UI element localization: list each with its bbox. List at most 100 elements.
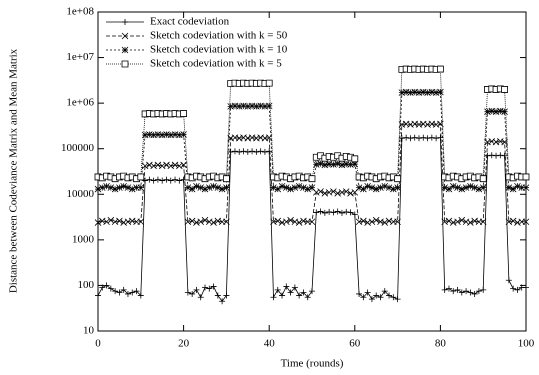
marker	[291, 184, 299, 191]
marker	[394, 184, 401, 191]
marker	[308, 175, 316, 183]
plot-frame	[97, 11, 527, 332]
marker	[291, 284, 298, 291]
marker	[390, 294, 397, 301]
marker	[402, 88, 410, 96]
marker	[518, 184, 526, 191]
marker	[146, 131, 153, 138]
marker	[403, 134, 410, 141]
marker	[522, 218, 530, 226]
marker	[227, 103, 234, 110]
marker	[312, 161, 320, 168]
marker	[103, 282, 110, 289]
marker	[424, 89, 431, 96]
x-axis-label: Time (rounds)	[281, 358, 344, 370]
marker	[462, 184, 470, 191]
marker	[240, 102, 247, 110]
marker	[283, 218, 290, 226]
marker	[347, 161, 354, 168]
marker	[377, 294, 384, 301]
marker	[103, 182, 110, 190]
marker	[501, 138, 508, 146]
marker	[368, 296, 375, 303]
x-tick-label: 0	[95, 338, 101, 350]
marker	[120, 219, 127, 226]
marker	[343, 208, 350, 215]
marker	[321, 161, 329, 169]
marker	[325, 189, 333, 196]
marker	[274, 185, 282, 193]
series-line	[97, 137, 526, 302]
marker	[176, 131, 183, 139]
marker	[398, 135, 405, 142]
marker	[287, 289, 294, 296]
marker	[407, 89, 414, 96]
marker	[342, 188, 350, 195]
marker	[99, 284, 106, 291]
marker	[214, 184, 222, 191]
marker	[201, 216, 209, 224]
marker	[467, 219, 474, 226]
marker	[360, 217, 367, 225]
marker	[338, 189, 346, 196]
x-tick-label: 60	[349, 338, 361, 350]
marker	[124, 184, 132, 191]
marker	[278, 219, 286, 226]
marker	[308, 218, 316, 226]
marker	[407, 135, 414, 142]
marker	[193, 286, 200, 293]
marker	[197, 218, 205, 226]
marker	[159, 177, 166, 184]
marker	[103, 218, 110, 226]
marker	[514, 286, 521, 293]
marker	[420, 134, 427, 141]
marker	[163, 161, 170, 169]
marker	[454, 286, 461, 293]
marker	[458, 185, 466, 193]
marker	[347, 190, 354, 197]
marker	[158, 162, 166, 170]
marker	[321, 190, 329, 197]
marker	[111, 185, 119, 193]
marker	[488, 107, 496, 115]
marker	[441, 286, 448, 293]
y-tick-label: 1e+07	[66, 51, 94, 63]
marker	[150, 131, 157, 139]
marker	[171, 161, 179, 169]
marker	[240, 148, 247, 155]
marker	[462, 218, 470, 226]
marker	[304, 185, 312, 193]
marker	[454, 218, 461, 226]
marker	[223, 184, 230, 191]
marker	[497, 152, 504, 159]
marker	[141, 131, 149, 139]
marker	[172, 176, 179, 183]
marker	[231, 102, 239, 110]
marker	[154, 176, 161, 183]
marker	[308, 184, 316, 191]
marker	[497, 107, 504, 115]
marker	[133, 288, 140, 295]
marker	[189, 290, 196, 297]
marker	[390, 185, 397, 193]
marker	[372, 185, 380, 193]
marker	[488, 152, 495, 159]
marker	[509, 217, 517, 225]
marker	[227, 148, 234, 155]
marker	[167, 177, 174, 184]
marker	[163, 176, 170, 183]
marker	[270, 184, 277, 191]
marker	[120, 182, 127, 190]
marker	[210, 182, 217, 190]
marker	[514, 219, 521, 226]
marker	[394, 175, 401, 183]
legend-marker	[122, 19, 128, 25]
marker	[437, 65, 444, 73]
marker	[202, 284, 208, 291]
marker	[364, 182, 371, 190]
marker	[188, 217, 196, 225]
marker	[364, 219, 371, 226]
series-line	[97, 68, 526, 180]
y-tick-label: 100	[78, 279, 95, 291]
